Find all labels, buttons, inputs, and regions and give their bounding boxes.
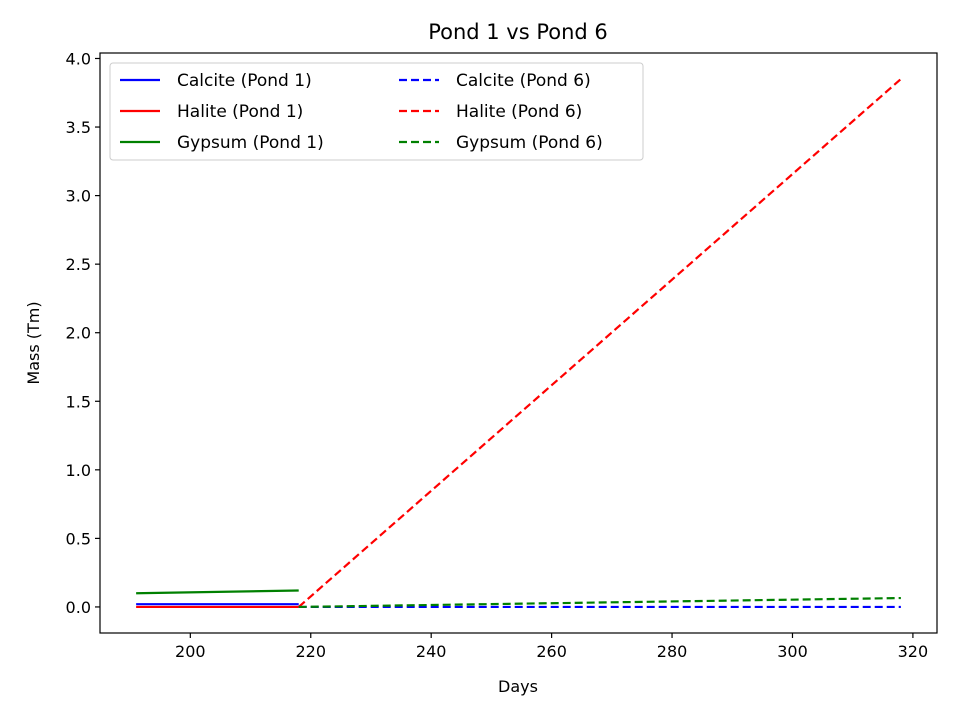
chart-title: Pond 1 vs Pond 6 — [428, 20, 608, 44]
x-tick-label: 260 — [536, 642, 567, 661]
y-tick-label: 0.5 — [66, 529, 91, 548]
x-tick-label: 300 — [777, 642, 808, 661]
legend-entry: Calcite (Pond 1) — [177, 71, 312, 91]
series-layer — [136, 78, 902, 609]
y-axis-label: Mass (Tm) — [24, 301, 43, 384]
legend-entry: Halite (Pond 6) — [456, 102, 582, 122]
legend-box — [109, 62, 644, 161]
y-tick-label: 3.5 — [66, 118, 91, 137]
y-tick-label: 2.5 — [66, 255, 91, 274]
x-tick-label: 280 — [657, 642, 688, 661]
x-tick-label: 200 — [175, 642, 206, 661]
legend: Calcite (Pond 1) Halite (Pond 1) Gypsum (P… — [109, 62, 644, 161]
y-tick-label: 4.0 — [66, 49, 91, 68]
series-line-5 — [298, 596, 901, 609]
series-line-4 — [297, 78, 902, 608]
y-tick-label: 1.0 — [66, 461, 91, 480]
y-tick-label: 1.5 — [66, 392, 91, 411]
legend-entry: Calcite (Pond 6) — [456, 71, 591, 91]
plot-area — [99, 52, 938, 634]
y-tick-label: 2.0 — [66, 324, 91, 343]
legend-entry: Halite (Pond 1) — [177, 102, 303, 122]
x-axis: 200 220 240 260 280 300 320 — [175, 633, 928, 661]
x-tick-label: 320 — [898, 642, 929, 661]
series-line-2 — [136, 589, 299, 595]
legend-entry: Gypsum (Pond 6) — [456, 133, 603, 153]
x-tick-label: 220 — [295, 642, 326, 661]
legend-entry: Gypsum (Pond 1) — [177, 133, 324, 153]
y-axis: 0.0 0.5 1.0 1.5 2.0 2.5 3.0 3.5 4.0 — [66, 49, 100, 617]
x-axis-label: Days — [498, 677, 538, 696]
y-tick-label: 0.0 — [66, 598, 91, 617]
x-tick-label: 240 — [416, 642, 447, 661]
y-tick-label: 3.0 — [66, 187, 91, 206]
